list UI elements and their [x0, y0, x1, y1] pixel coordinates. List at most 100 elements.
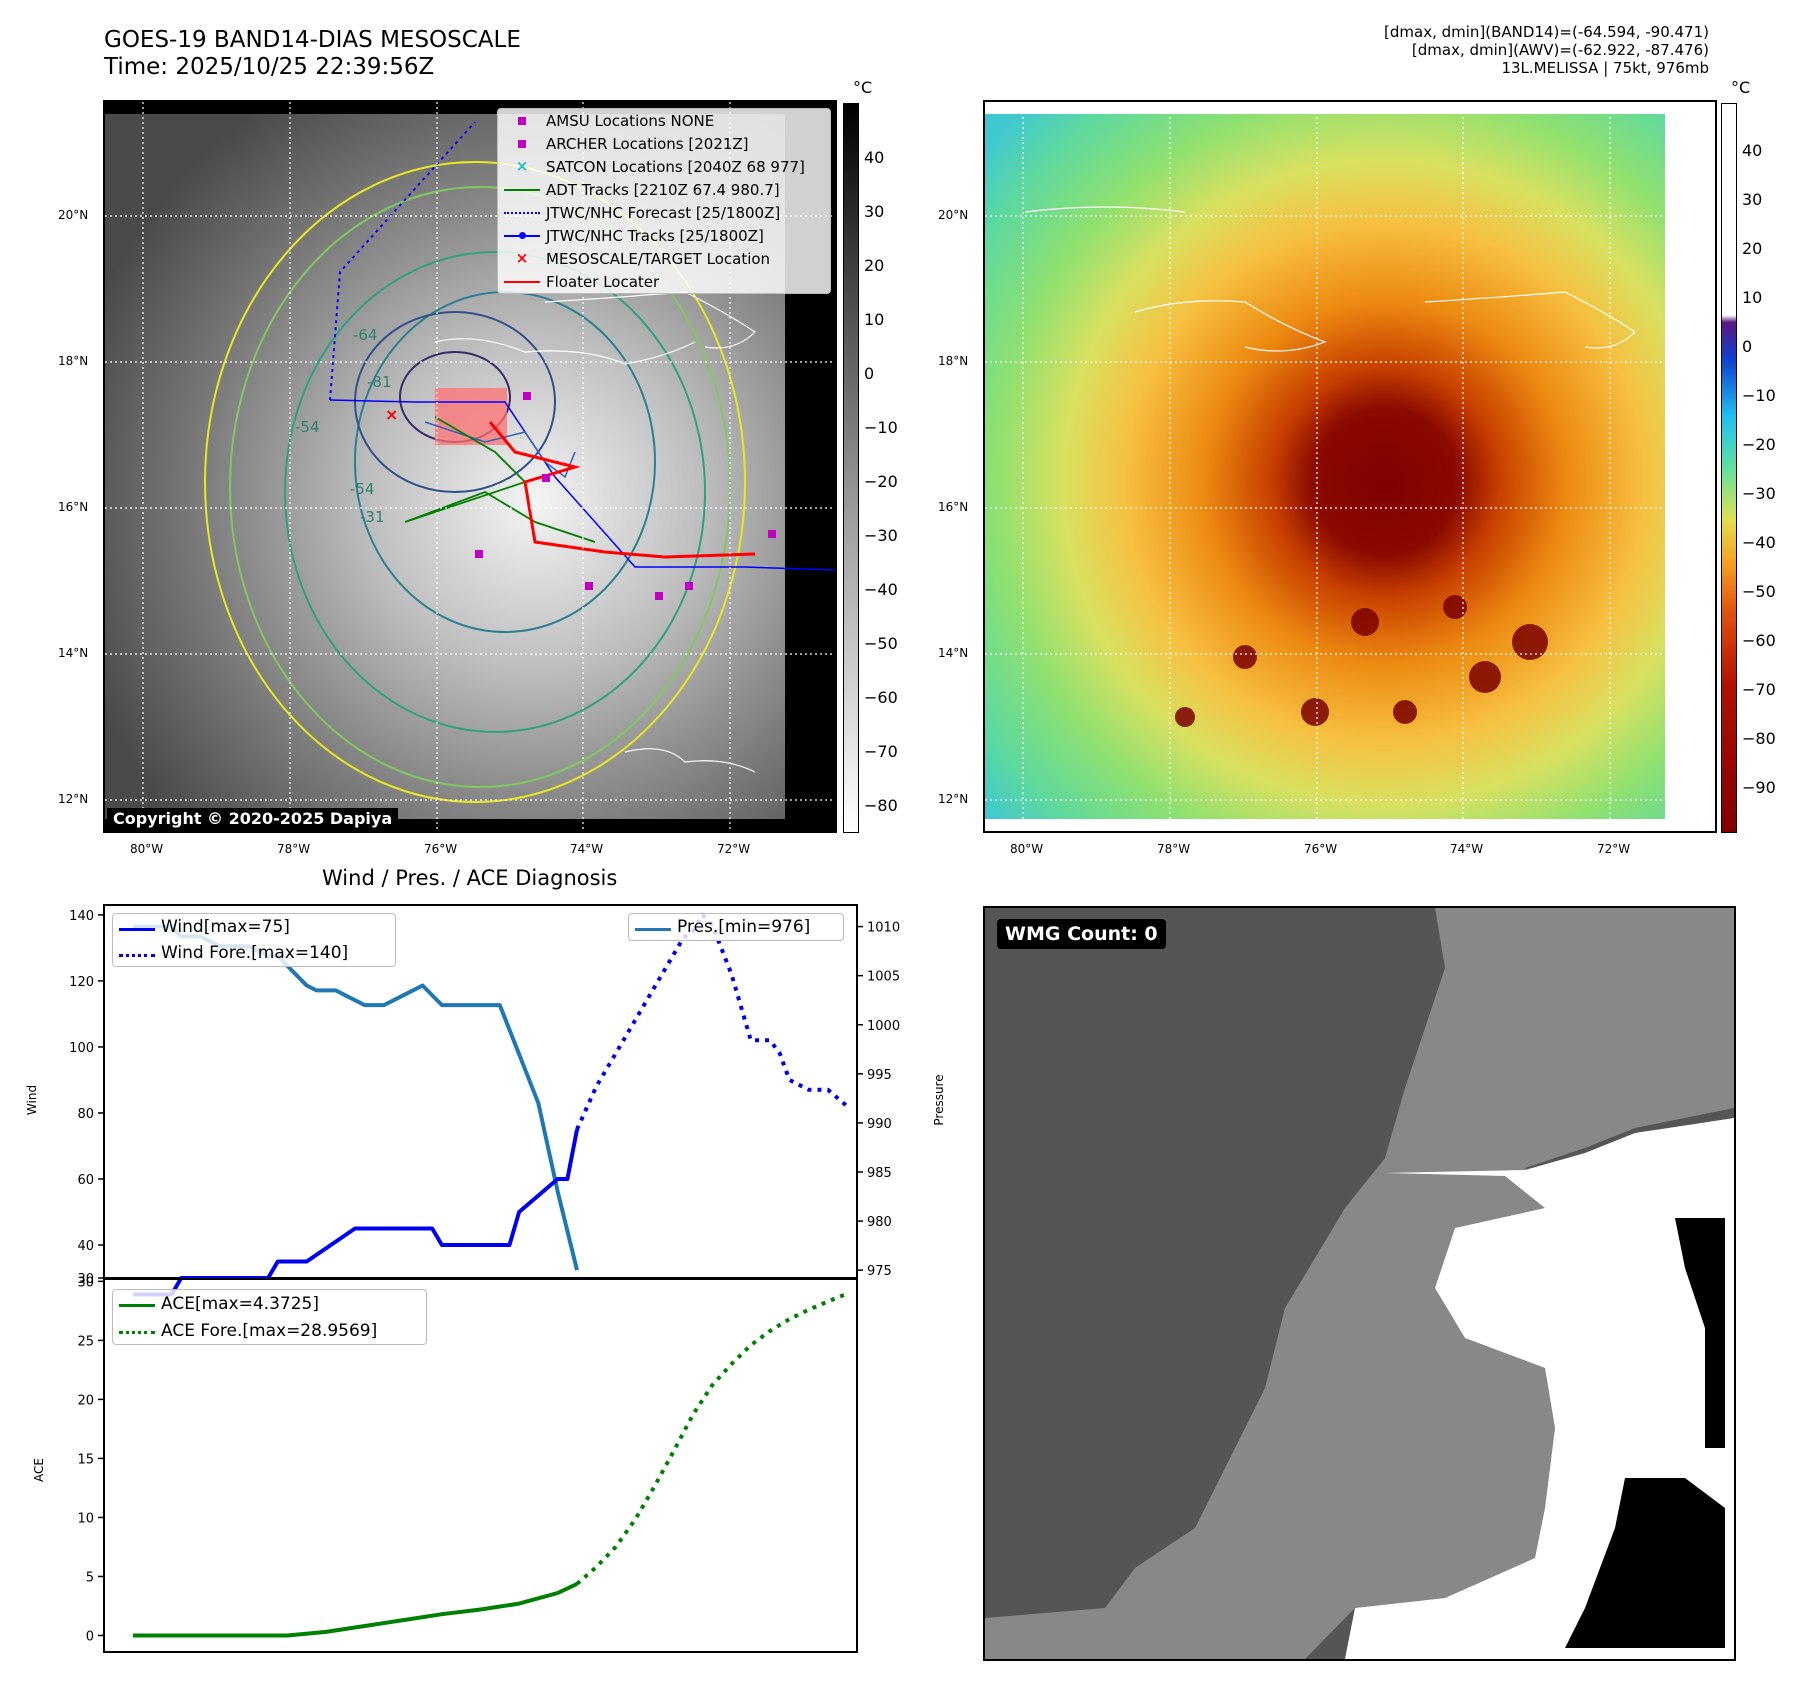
- cb-tick: −20: [864, 472, 898, 491]
- cb-tick: 20: [1742, 239, 1763, 258]
- wmg-black-region: [1565, 1478, 1725, 1648]
- y-tick-label: 980: [867, 1215, 892, 1230]
- contour-yellow: [204, 161, 746, 803]
- ir-map-panel: -64 -54 -54 -31 -81 ×: [103, 100, 837, 833]
- archer-marker: [655, 592, 663, 600]
- ace-series: [133, 1291, 849, 1638]
- coastline-cuba-jamaica: [434, 338, 696, 365]
- contour-teal: [284, 251, 706, 733]
- y-tick-label: 40: [77, 1239, 94, 1254]
- coastline-hispaniola: [544, 291, 756, 349]
- cb-tick: −40: [1742, 533, 1776, 552]
- y-tick-label: 80: [77, 1107, 94, 1122]
- legend-item-pressure: Pres.[min=976]: [629, 914, 843, 940]
- cb-tick: 10: [1742, 288, 1763, 307]
- y-tick-label: 140: [69, 909, 94, 924]
- cb-tick: −80: [1742, 729, 1776, 748]
- coastline-south-america: [624, 748, 756, 773]
- adt-track: [404, 416, 596, 543]
- wmg-gray-region: [985, 908, 1734, 1659]
- lon-label: 74°W: [570, 842, 604, 856]
- lon-label: 74°W: [1450, 842, 1484, 856]
- y-tick-label: 995: [867, 1068, 892, 1083]
- figure-title: GOES-19 BAND14-DIAS MESOSCALE Time: 2025…: [104, 27, 521, 81]
- lon-label: 80°W: [1010, 842, 1044, 856]
- info-line-2: [dmax, dmin](AWV)=(-62.922, -87.476): [1411, 41, 1709, 59]
- lon-label: 78°W: [277, 842, 311, 856]
- y-tick-label: 1010: [867, 921, 900, 936]
- cb-tick: 30: [1742, 190, 1763, 209]
- pressure-ylabel: Pressure: [932, 1074, 946, 1125]
- contour-label: -54: [350, 480, 375, 498]
- legend-item-forecast: JTWC/NHC Forecast [25/1800Z]: [498, 201, 830, 224]
- awv-map-panel: [983, 100, 1717, 833]
- copyright-label: Copyright © 2020-2025 Dapiya: [107, 808, 399, 829]
- cb-tick: −50: [864, 634, 898, 653]
- legend-item-wind: Wind[max=75]: [113, 914, 395, 940]
- cb-tick: −70: [1742, 680, 1776, 699]
- cb-tick: 0: [864, 364, 875, 383]
- cb-tick: 40: [864, 148, 885, 167]
- cb-tick: 40: [1742, 141, 1763, 160]
- contour-label: -81: [367, 373, 392, 391]
- cb-tick: 0: [1742, 337, 1753, 356]
- cb-tick: 30: [864, 202, 885, 221]
- cb-tick: −90: [1742, 778, 1776, 797]
- ace-chart: 0 5 10 15 20 25 30 ACE: [32, 1275, 858, 1653]
- lat-label: 20°N: [58, 208, 89, 222]
- colorbar-ir: [843, 103, 859, 833]
- y-tick-label: 1005: [867, 970, 900, 985]
- cb-tick: −20: [1742, 435, 1776, 454]
- y-tick-label: 975: [867, 1264, 892, 1279]
- wind-legend: Wind[max=75] Wind Fore.[max=140]: [112, 913, 396, 967]
- map-legend: AMSU Locations NONE ARCHER Locations [20…: [497, 108, 831, 294]
- legend-label: Pres.[min=976]: [677, 917, 811, 937]
- lon-label: 72°W: [717, 842, 751, 856]
- wmg-black-region: [1675, 1218, 1725, 1448]
- diagnosis-title: Wind / Pres. / ACE Diagnosis: [322, 866, 618, 890]
- cb-tick: −60: [864, 688, 898, 707]
- archer-marker: [475, 550, 483, 558]
- legend-item-floater: Floater Locater: [498, 270, 830, 293]
- colorbar-ir-ticks: 40 30 20 10 0 −10 −20 −30 −40 −50 −60 −7…: [864, 0, 924, 1690]
- wind-y-axis: 30 40 60 80 100 120 140: [69, 909, 104, 1287]
- legend-label: ACE[max=4.3725]: [161, 1293, 319, 1314]
- wind-ylabel: Wind: [25, 1085, 39, 1115]
- lon-label: 78°W: [1157, 842, 1191, 856]
- lat-label: 18°N: [938, 354, 969, 368]
- cb-tick: −50: [1742, 582, 1776, 601]
- y-tick-label: 60: [77, 1173, 94, 1188]
- lon-label: 76°W: [424, 842, 458, 856]
- lon-label: 80°W: [130, 842, 164, 856]
- legend-item-satcon: × SATCON Locations [2040Z 68 977]: [515, 157, 805, 176]
- colorbar-unit: °C: [1731, 78, 1751, 97]
- ace-y-axis: 0 5 10 15 20 25 30: [77, 1275, 104, 1644]
- title-line-1: GOES-19 BAND14-DIAS MESOSCALE: [104, 27, 521, 53]
- legend-label: AMSU Locations NONE: [546, 111, 715, 130]
- wmg-map: [985, 908, 1734, 1659]
- archer-marker: [768, 530, 776, 538]
- y-tick-label: 30: [77, 1275, 94, 1290]
- cb-tick: −60: [1742, 631, 1776, 650]
- satcon-track: [424, 421, 576, 479]
- legend-item-amsu: AMSU Locations NONE: [498, 109, 830, 132]
- y-tick-label: 100: [69, 1041, 94, 1056]
- legend-item-adt: ADT Tracks [2210Z 67.4 980.7]: [498, 178, 830, 201]
- cb-tick: −70: [864, 742, 898, 761]
- wmg-panel: WMG Count: 0: [983, 906, 1736, 1661]
- target-marker: ×: [385, 405, 398, 424]
- cb-tick: 20: [864, 256, 885, 275]
- target-box: [435, 388, 507, 445]
- awv-imagery: [985, 114, 1665, 819]
- legend-label: ARCHER Locations [2021Z]: [546, 134, 749, 153]
- archer-marker: [685, 582, 693, 590]
- y-tick-label: 25: [77, 1334, 94, 1349]
- contour-blue: [354, 311, 556, 493]
- ace-ylabel: ACE: [32, 1458, 46, 1482]
- lat-label: 14°N: [58, 646, 89, 660]
- colorbar-unit: °C: [853, 78, 873, 97]
- wind-forecast-line: [575, 912, 849, 1131]
- lat-label: 16°N: [58, 500, 89, 514]
- legend-label: SATCON Locations [2040Z 68 977]: [546, 157, 805, 176]
- wind-line: [133, 1129, 579, 1297]
